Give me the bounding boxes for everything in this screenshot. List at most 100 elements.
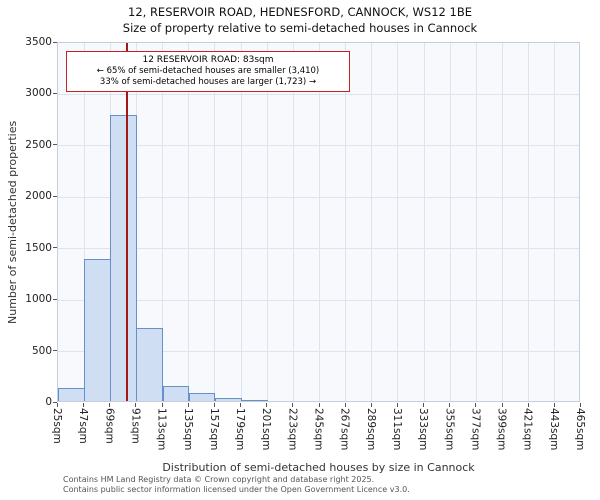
x-tick-label: 443sqm xyxy=(547,408,560,451)
x-tick-label: 377sqm xyxy=(469,408,482,451)
gridline-vertical xyxy=(528,43,530,401)
gridline-vertical xyxy=(240,43,242,401)
annotation-box: 12 RESERVOIR ROAD: 83sqm ← 65% of semi-d… xyxy=(66,51,350,92)
x-tick-mark xyxy=(109,403,111,407)
x-tick-mark xyxy=(318,403,320,407)
histogram-bar xyxy=(136,327,164,401)
gridline-horizontal xyxy=(58,299,579,301)
annotation-property: 12 RESERVOIR ROAD: 83sqm xyxy=(142,55,274,65)
x-tick-mark xyxy=(370,403,372,407)
gridline-vertical xyxy=(423,43,425,401)
x-tick-mark xyxy=(83,403,85,407)
gridline-vertical xyxy=(162,43,164,401)
x-tick-mark xyxy=(501,403,503,407)
gridline-vertical xyxy=(345,43,347,401)
x-axis-ticks: 25sqm 47sqm 69sqm 91sqm 113sqm 135sqm 157sqm 17… xyxy=(51,403,586,463)
histogram-bar xyxy=(188,393,216,401)
y-tick-mark xyxy=(53,401,57,403)
x-tick-mark xyxy=(135,403,137,407)
y-tick-label: 1500 xyxy=(25,241,52,254)
x-tick-mark xyxy=(344,403,346,407)
x-tick-label: 421sqm xyxy=(521,408,534,451)
gridline-horizontal xyxy=(58,93,579,95)
y-tick-mark xyxy=(53,298,57,300)
chart-subtitle: Size of property relative to semi-detach… xyxy=(122,21,478,35)
y-tick-label: 1000 xyxy=(25,293,52,306)
x-tick-mark xyxy=(553,403,555,407)
x-tick-mark xyxy=(292,403,294,407)
x-tick-mark xyxy=(161,403,163,407)
gridline-vertical xyxy=(214,43,216,401)
gridline-horizontal xyxy=(58,145,579,147)
x-tick-mark xyxy=(240,403,242,407)
x-tick-label: 399sqm xyxy=(495,408,508,451)
histogram-bar xyxy=(110,115,137,401)
y-tick-mark xyxy=(53,41,57,43)
x-tick-label: 69sqm xyxy=(103,408,116,444)
x-tick-mark xyxy=(475,403,477,407)
histogram-bar xyxy=(58,387,85,401)
gridline-vertical xyxy=(292,43,294,401)
gridline-vertical xyxy=(449,43,451,401)
y-tick-label: 2000 xyxy=(25,190,52,203)
x-tick-label: 333sqm xyxy=(417,408,430,451)
annotation-larger: 33% of semi-detached houses are larger (… xyxy=(99,77,317,87)
gridline-vertical xyxy=(475,43,477,401)
x-tick-label: 157sqm xyxy=(207,408,220,451)
x-axis-label: Distribution of semi-detached houses by … xyxy=(162,461,475,474)
x-tick-mark xyxy=(57,403,58,407)
x-tick-mark xyxy=(187,403,189,407)
attribution-footer: Contains HM Land Registry data © Crown c… xyxy=(63,475,410,495)
x-tick-label: 135sqm xyxy=(181,408,194,451)
x-tick-mark xyxy=(266,403,268,407)
y-tick-label: 3500 xyxy=(25,36,52,48)
x-tick-label: 47sqm xyxy=(77,408,90,444)
y-axis-ticks: 0 500 1000 1500 2000 2500 3000 3500 xyxy=(0,36,57,408)
x-tick-label: 113sqm xyxy=(155,408,168,451)
gridline-horizontal xyxy=(58,248,579,250)
property-marker-line xyxy=(126,43,128,401)
attribution-line2: Contains public sector information licen… xyxy=(63,485,410,494)
gridline-horizontal xyxy=(58,351,579,353)
y-tick-mark xyxy=(53,247,57,249)
x-tick-mark xyxy=(449,403,451,407)
gridline-vertical xyxy=(371,43,373,401)
x-tick-label: 179sqm xyxy=(234,408,247,451)
x-tick-mark xyxy=(396,403,398,407)
y-tick-mark xyxy=(53,195,57,197)
x-tick-label: 201sqm xyxy=(260,408,273,451)
gridline-vertical xyxy=(266,43,268,401)
x-tick-label: 289sqm xyxy=(364,408,377,451)
gridline-vertical xyxy=(188,43,190,401)
x-tick-label: 91sqm xyxy=(129,408,142,444)
histogram-bar xyxy=(84,259,111,401)
gridline-horizontal xyxy=(58,196,579,198)
y-tick-label: 0 xyxy=(45,396,52,408)
y-tick-mark xyxy=(53,144,57,146)
histogram-bar xyxy=(162,385,190,401)
annotation-smaller: ← 65% of semi-detached houses are smalle… xyxy=(96,66,320,76)
plot-area: 12 RESERVOIR ROAD: 83sqm ← 65% of semi-d… xyxy=(57,42,580,402)
gridline-vertical xyxy=(319,43,320,401)
x-tick-label: 245sqm xyxy=(312,408,325,451)
y-tick-label: 500 xyxy=(31,344,52,357)
gridline-vertical xyxy=(554,43,556,401)
x-tick-mark xyxy=(423,403,425,407)
y-tick-mark xyxy=(53,92,57,94)
x-tick-label: 465sqm xyxy=(574,408,586,451)
y-tick-mark xyxy=(53,350,57,352)
gridline-vertical xyxy=(397,43,399,401)
chart-title: 12, RESERVOIR ROAD, HEDNESFORD, CANNOCK,… xyxy=(128,5,472,19)
x-tick-label: 355sqm xyxy=(443,408,456,451)
gridline-vertical xyxy=(502,43,504,401)
y-tick-label: 3000 xyxy=(25,87,52,100)
x-tick-mark xyxy=(213,403,215,407)
y-tick-label: 2500 xyxy=(25,138,52,151)
x-tick-label: 267sqm xyxy=(338,408,351,451)
histogram-bar xyxy=(214,397,242,401)
x-tick-label: 223sqm xyxy=(286,408,299,451)
gridline-vertical xyxy=(83,43,85,401)
attribution-line1: Contains HM Land Registry data © Crown c… xyxy=(63,475,375,484)
x-tick-label: 25sqm xyxy=(51,408,63,444)
